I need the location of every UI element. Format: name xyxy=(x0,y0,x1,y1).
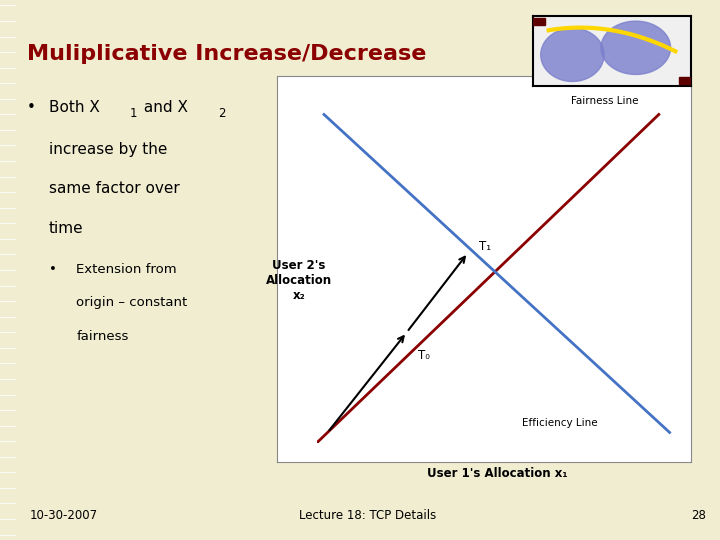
Text: •: • xyxy=(49,263,57,276)
Text: fairness: fairness xyxy=(76,329,129,342)
Text: Both X: Both X xyxy=(49,100,100,115)
Text: increase by the: increase by the xyxy=(49,142,167,157)
Text: •: • xyxy=(27,100,36,115)
Text: Extension from: Extension from xyxy=(76,263,177,276)
Text: origin – constant: origin – constant xyxy=(76,296,188,309)
Bar xyxy=(678,77,691,84)
Text: 1: 1 xyxy=(130,107,138,120)
Text: Fairness Line: Fairness Line xyxy=(571,96,639,106)
Text: time: time xyxy=(49,221,84,236)
Polygon shape xyxy=(601,21,670,75)
Text: 2: 2 xyxy=(219,107,226,120)
Text: 10-30-2007: 10-30-2007 xyxy=(30,509,98,522)
Bar xyxy=(533,18,546,25)
Text: Efficiency Line: Efficiency Line xyxy=(522,417,598,428)
Text: User 2's
Allocation
x₂: User 2's Allocation x₂ xyxy=(266,259,332,302)
Text: 28: 28 xyxy=(691,509,706,522)
Text: User 1's Allocation x₁: User 1's Allocation x₁ xyxy=(426,467,567,481)
Text: T₁: T₁ xyxy=(479,240,491,253)
Text: Lecture 18: TCP Details: Lecture 18: TCP Details xyxy=(300,509,436,522)
Text: Muliplicative Increase/Decrease: Muliplicative Increase/Decrease xyxy=(27,44,426,64)
Text: and X: and X xyxy=(139,100,188,115)
Text: same factor over: same factor over xyxy=(49,181,180,197)
Polygon shape xyxy=(541,28,604,82)
Text: T₀: T₀ xyxy=(418,349,429,362)
